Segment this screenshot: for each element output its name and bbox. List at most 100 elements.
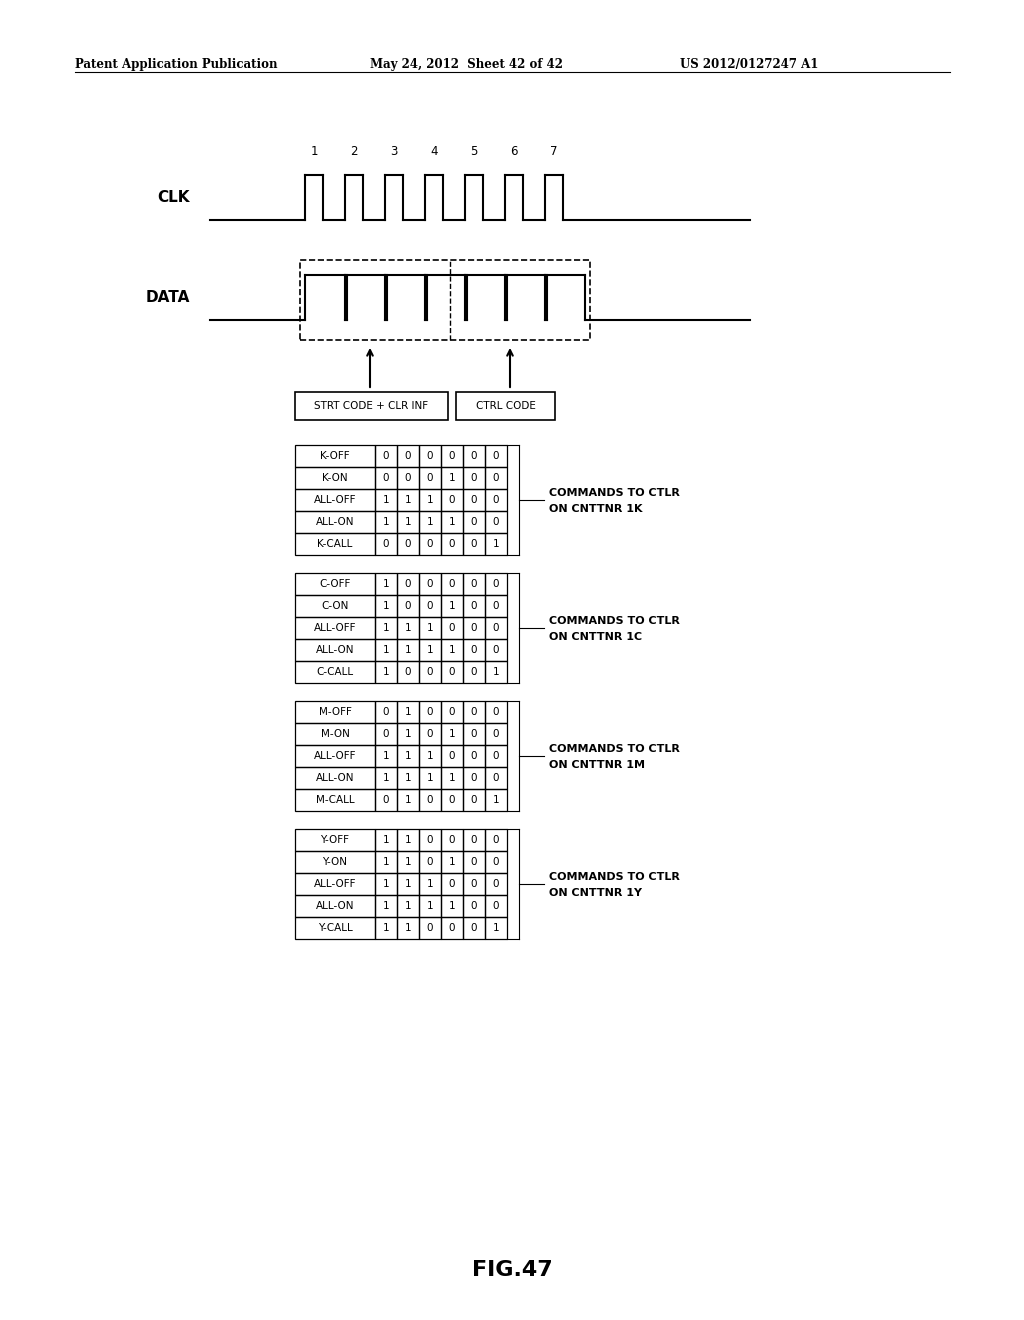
Text: 4: 4 bbox=[430, 145, 437, 158]
Bar bbox=[485, 701, 507, 723]
Bar bbox=[441, 533, 463, 554]
Text: ALL-ON: ALL-ON bbox=[315, 902, 354, 911]
Text: 1: 1 bbox=[383, 601, 389, 611]
Text: ON CNTTNR 1K: ON CNTTNR 1K bbox=[549, 504, 642, 513]
Text: 0: 0 bbox=[471, 879, 477, 888]
Bar bbox=[375, 829, 397, 851]
Text: Y-OFF: Y-OFF bbox=[321, 836, 349, 845]
Bar bbox=[295, 829, 375, 851]
Bar bbox=[463, 616, 485, 639]
Text: 1: 1 bbox=[383, 836, 389, 845]
Text: 0: 0 bbox=[471, 601, 477, 611]
Text: 0: 0 bbox=[493, 601, 500, 611]
Bar bbox=[463, 639, 485, 661]
Bar bbox=[485, 595, 507, 616]
Text: 0: 0 bbox=[427, 451, 433, 461]
Bar bbox=[295, 616, 375, 639]
Bar bbox=[419, 467, 441, 488]
Text: 1: 1 bbox=[427, 645, 433, 655]
Bar bbox=[419, 873, 441, 895]
Bar bbox=[295, 511, 375, 533]
Bar bbox=[375, 445, 397, 467]
Text: 1: 1 bbox=[383, 667, 389, 677]
Bar bbox=[375, 511, 397, 533]
Text: C-ON: C-ON bbox=[322, 601, 349, 611]
Text: 0: 0 bbox=[427, 539, 433, 549]
Bar bbox=[295, 445, 375, 467]
Text: 0: 0 bbox=[493, 495, 500, 506]
Bar bbox=[463, 467, 485, 488]
Text: 0: 0 bbox=[449, 451, 456, 461]
Bar bbox=[397, 829, 419, 851]
Text: C-CALL: C-CALL bbox=[316, 667, 353, 677]
Bar bbox=[397, 895, 419, 917]
Bar bbox=[419, 533, 441, 554]
Text: 1: 1 bbox=[449, 473, 456, 483]
Text: 0: 0 bbox=[493, 708, 500, 717]
Bar bbox=[441, 767, 463, 789]
Text: 0: 0 bbox=[383, 539, 389, 549]
Bar bbox=[441, 467, 463, 488]
Bar bbox=[419, 488, 441, 511]
Text: 0: 0 bbox=[449, 795, 456, 805]
Text: 0: 0 bbox=[471, 923, 477, 933]
Text: 1: 1 bbox=[404, 923, 412, 933]
Bar bbox=[295, 595, 375, 616]
Text: 1: 1 bbox=[449, 645, 456, 655]
Bar bbox=[375, 467, 397, 488]
Bar bbox=[375, 895, 397, 917]
Text: 0: 0 bbox=[449, 623, 456, 634]
Bar bbox=[375, 744, 397, 767]
Text: 1: 1 bbox=[383, 623, 389, 634]
Text: 1: 1 bbox=[404, 836, 412, 845]
Text: 0: 0 bbox=[449, 879, 456, 888]
Text: 0: 0 bbox=[427, 729, 433, 739]
Bar bbox=[485, 829, 507, 851]
Bar bbox=[485, 873, 507, 895]
Text: 1: 1 bbox=[383, 579, 389, 589]
Text: 1: 1 bbox=[404, 751, 412, 762]
Text: 0: 0 bbox=[427, 601, 433, 611]
Text: ON CNTTNR 1Y: ON CNTTNR 1Y bbox=[549, 888, 642, 898]
Bar bbox=[375, 917, 397, 939]
Text: 0: 0 bbox=[493, 751, 500, 762]
Text: 0: 0 bbox=[471, 751, 477, 762]
Text: ALL-ON: ALL-ON bbox=[315, 517, 354, 527]
Bar bbox=[397, 789, 419, 810]
Text: C-OFF: C-OFF bbox=[319, 579, 350, 589]
Bar bbox=[441, 917, 463, 939]
Text: CLK: CLK bbox=[158, 190, 190, 206]
Bar bbox=[463, 895, 485, 917]
Bar bbox=[419, 573, 441, 595]
Bar bbox=[295, 639, 375, 661]
Bar bbox=[441, 661, 463, 682]
Text: ALL-OFF: ALL-OFF bbox=[313, 623, 356, 634]
Text: 1: 1 bbox=[493, 667, 500, 677]
Bar bbox=[419, 511, 441, 533]
Bar bbox=[295, 661, 375, 682]
Text: 0: 0 bbox=[471, 667, 477, 677]
Text: Patent Application Publication: Patent Application Publication bbox=[75, 58, 278, 71]
Bar bbox=[375, 873, 397, 895]
Bar bbox=[397, 723, 419, 744]
Text: COMMANDS TO CTLR: COMMANDS TO CTLR bbox=[549, 616, 680, 626]
Text: 0: 0 bbox=[404, 473, 412, 483]
Bar bbox=[463, 573, 485, 595]
Text: M-CALL: M-CALL bbox=[315, 795, 354, 805]
Bar bbox=[485, 488, 507, 511]
Text: 0: 0 bbox=[404, 579, 412, 589]
Bar bbox=[485, 467, 507, 488]
Text: 0: 0 bbox=[493, 623, 500, 634]
Text: 0: 0 bbox=[471, 623, 477, 634]
Bar bbox=[441, 595, 463, 616]
Text: 1: 1 bbox=[404, 857, 412, 867]
Bar bbox=[295, 895, 375, 917]
Text: 0: 0 bbox=[427, 473, 433, 483]
Bar bbox=[397, 744, 419, 767]
Bar bbox=[397, 917, 419, 939]
Text: 1: 1 bbox=[493, 923, 500, 933]
Text: 1: 1 bbox=[427, 495, 433, 506]
Bar bbox=[419, 789, 441, 810]
Text: 0: 0 bbox=[471, 857, 477, 867]
Text: 0: 0 bbox=[449, 495, 456, 506]
